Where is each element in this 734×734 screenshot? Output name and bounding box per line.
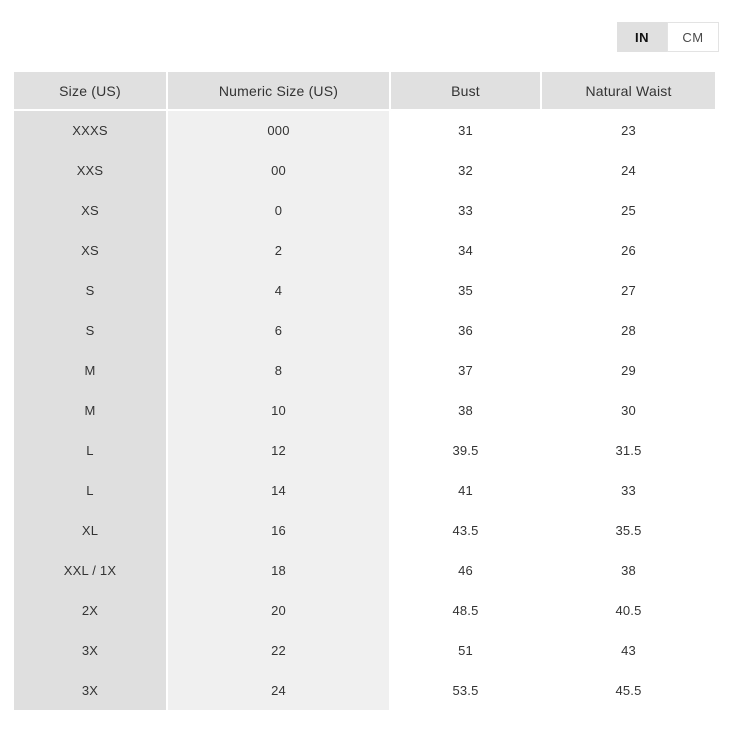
table-cell: 00 (167, 150, 391, 190)
table-cell: 48.5 (390, 590, 542, 630)
table-cell: 41 (390, 470, 542, 510)
table-cell: 12 (167, 430, 391, 470)
table-cell: XXL / 1X (14, 550, 168, 590)
table-cell: 18 (167, 550, 391, 590)
table-row: 3X 24 53.5 45.5 (14, 670, 715, 710)
table-cell: 29 (541, 350, 715, 390)
table-cell: 46 (390, 550, 542, 590)
table-cell: 27 (541, 270, 715, 310)
table-row: L 12 39.5 31.5 (14, 430, 715, 470)
table-cell: 36 (390, 310, 542, 350)
table-row: XS 0 33 25 (14, 190, 715, 230)
table-cell: M (14, 390, 168, 430)
table-cell: 10 (167, 390, 391, 430)
table-cell: 33 (390, 190, 542, 230)
table-cell: 6 (167, 310, 391, 350)
table-cell: 35 (390, 270, 542, 310)
table-row: S 4 35 27 (14, 270, 715, 310)
table-cell: 24 (167, 670, 391, 710)
table-row: XL 16 43.5 35.5 (14, 510, 715, 550)
table-cell: 33 (541, 470, 715, 510)
column-header-size: Size (US) (14, 72, 168, 111)
table-row: 3X 22 51 43 (14, 630, 715, 670)
table-cell: 51 (390, 630, 542, 670)
table-row: XXXS 000 31 23 (14, 110, 715, 150)
table-cell: 32 (390, 150, 542, 190)
table-cell: S (14, 310, 168, 350)
table-cell: XXS (14, 150, 168, 190)
table-cell: 16 (167, 510, 391, 550)
table-cell: 8 (167, 350, 391, 390)
table-cell: XL (14, 510, 168, 550)
size-chart-table: Size (US) Numeric Size (US) Bust Natural… (14, 72, 715, 710)
table-cell: M (14, 350, 168, 390)
table-cell: 22 (167, 630, 391, 670)
column-header-bust: Bust (390, 72, 542, 111)
table-cell: 30 (541, 390, 715, 430)
table-cell: 37 (390, 350, 542, 390)
table-cell: 43.5 (390, 510, 542, 550)
table-cell: 31.5 (541, 430, 715, 470)
table-cell: 24 (541, 150, 715, 190)
table-row: S 6 36 28 (14, 310, 715, 350)
table-cell: 2X (14, 590, 168, 630)
table-cell: 38 (541, 550, 715, 590)
table-body: XXXS 000 31 23 XXS 00 32 24 XS 0 33 25 XS 2 34 26 S 4 35 27… (14, 110, 715, 710)
table-cell: 20 (167, 590, 391, 630)
table-row: XXS 00 32 24 (14, 150, 715, 190)
table-cell: 40.5 (541, 590, 715, 630)
unit-toggle-inches[interactable]: IN (617, 22, 667, 52)
table-cell: XS (14, 190, 168, 230)
table-cell: S (14, 270, 168, 310)
table-cell: 0 (167, 190, 391, 230)
table-cell: L (14, 430, 168, 470)
table-cell: 28 (541, 310, 715, 350)
table-cell: XS (14, 230, 168, 270)
table-cell: 4 (167, 270, 391, 310)
table-row: L 14 41 33 (14, 470, 715, 510)
column-header-numeric-size: Numeric Size (US) (167, 72, 391, 111)
table-cell: 43 (541, 630, 715, 670)
table-row: 2X 20 48.5 40.5 (14, 590, 715, 630)
table-cell: 3X (14, 630, 168, 670)
table-cell: 39.5 (390, 430, 542, 470)
table-row: M 8 37 29 (14, 350, 715, 390)
table-cell: 38 (390, 390, 542, 430)
table-cell: 53.5 (390, 670, 542, 710)
table-cell: 2 (167, 230, 391, 270)
unit-toggle: IN CM (617, 22, 719, 52)
table-cell: 3X (14, 670, 168, 710)
table-cell: 45.5 (541, 670, 715, 710)
table-cell: 25 (541, 190, 715, 230)
table-cell: L (14, 470, 168, 510)
table-cell: 23 (541, 110, 715, 150)
table-cell: 35.5 (541, 510, 715, 550)
table-row: XXL / 1X 18 46 38 (14, 550, 715, 590)
table-cell: 14 (167, 470, 391, 510)
table-cell: XXXS (14, 110, 168, 150)
column-header-natural-waist: Natural Waist (541, 72, 715, 111)
table-cell: 000 (167, 110, 391, 150)
unit-toggle-centimeters[interactable]: CM (667, 22, 719, 52)
table-header-row: Size (US) Numeric Size (US) Bust Natural… (14, 72, 715, 111)
table-row: XS 2 34 26 (14, 230, 715, 270)
table-row: M 10 38 30 (14, 390, 715, 430)
table-cell: 31 (390, 110, 542, 150)
table-cell: 34 (390, 230, 542, 270)
table-cell: 26 (541, 230, 715, 270)
